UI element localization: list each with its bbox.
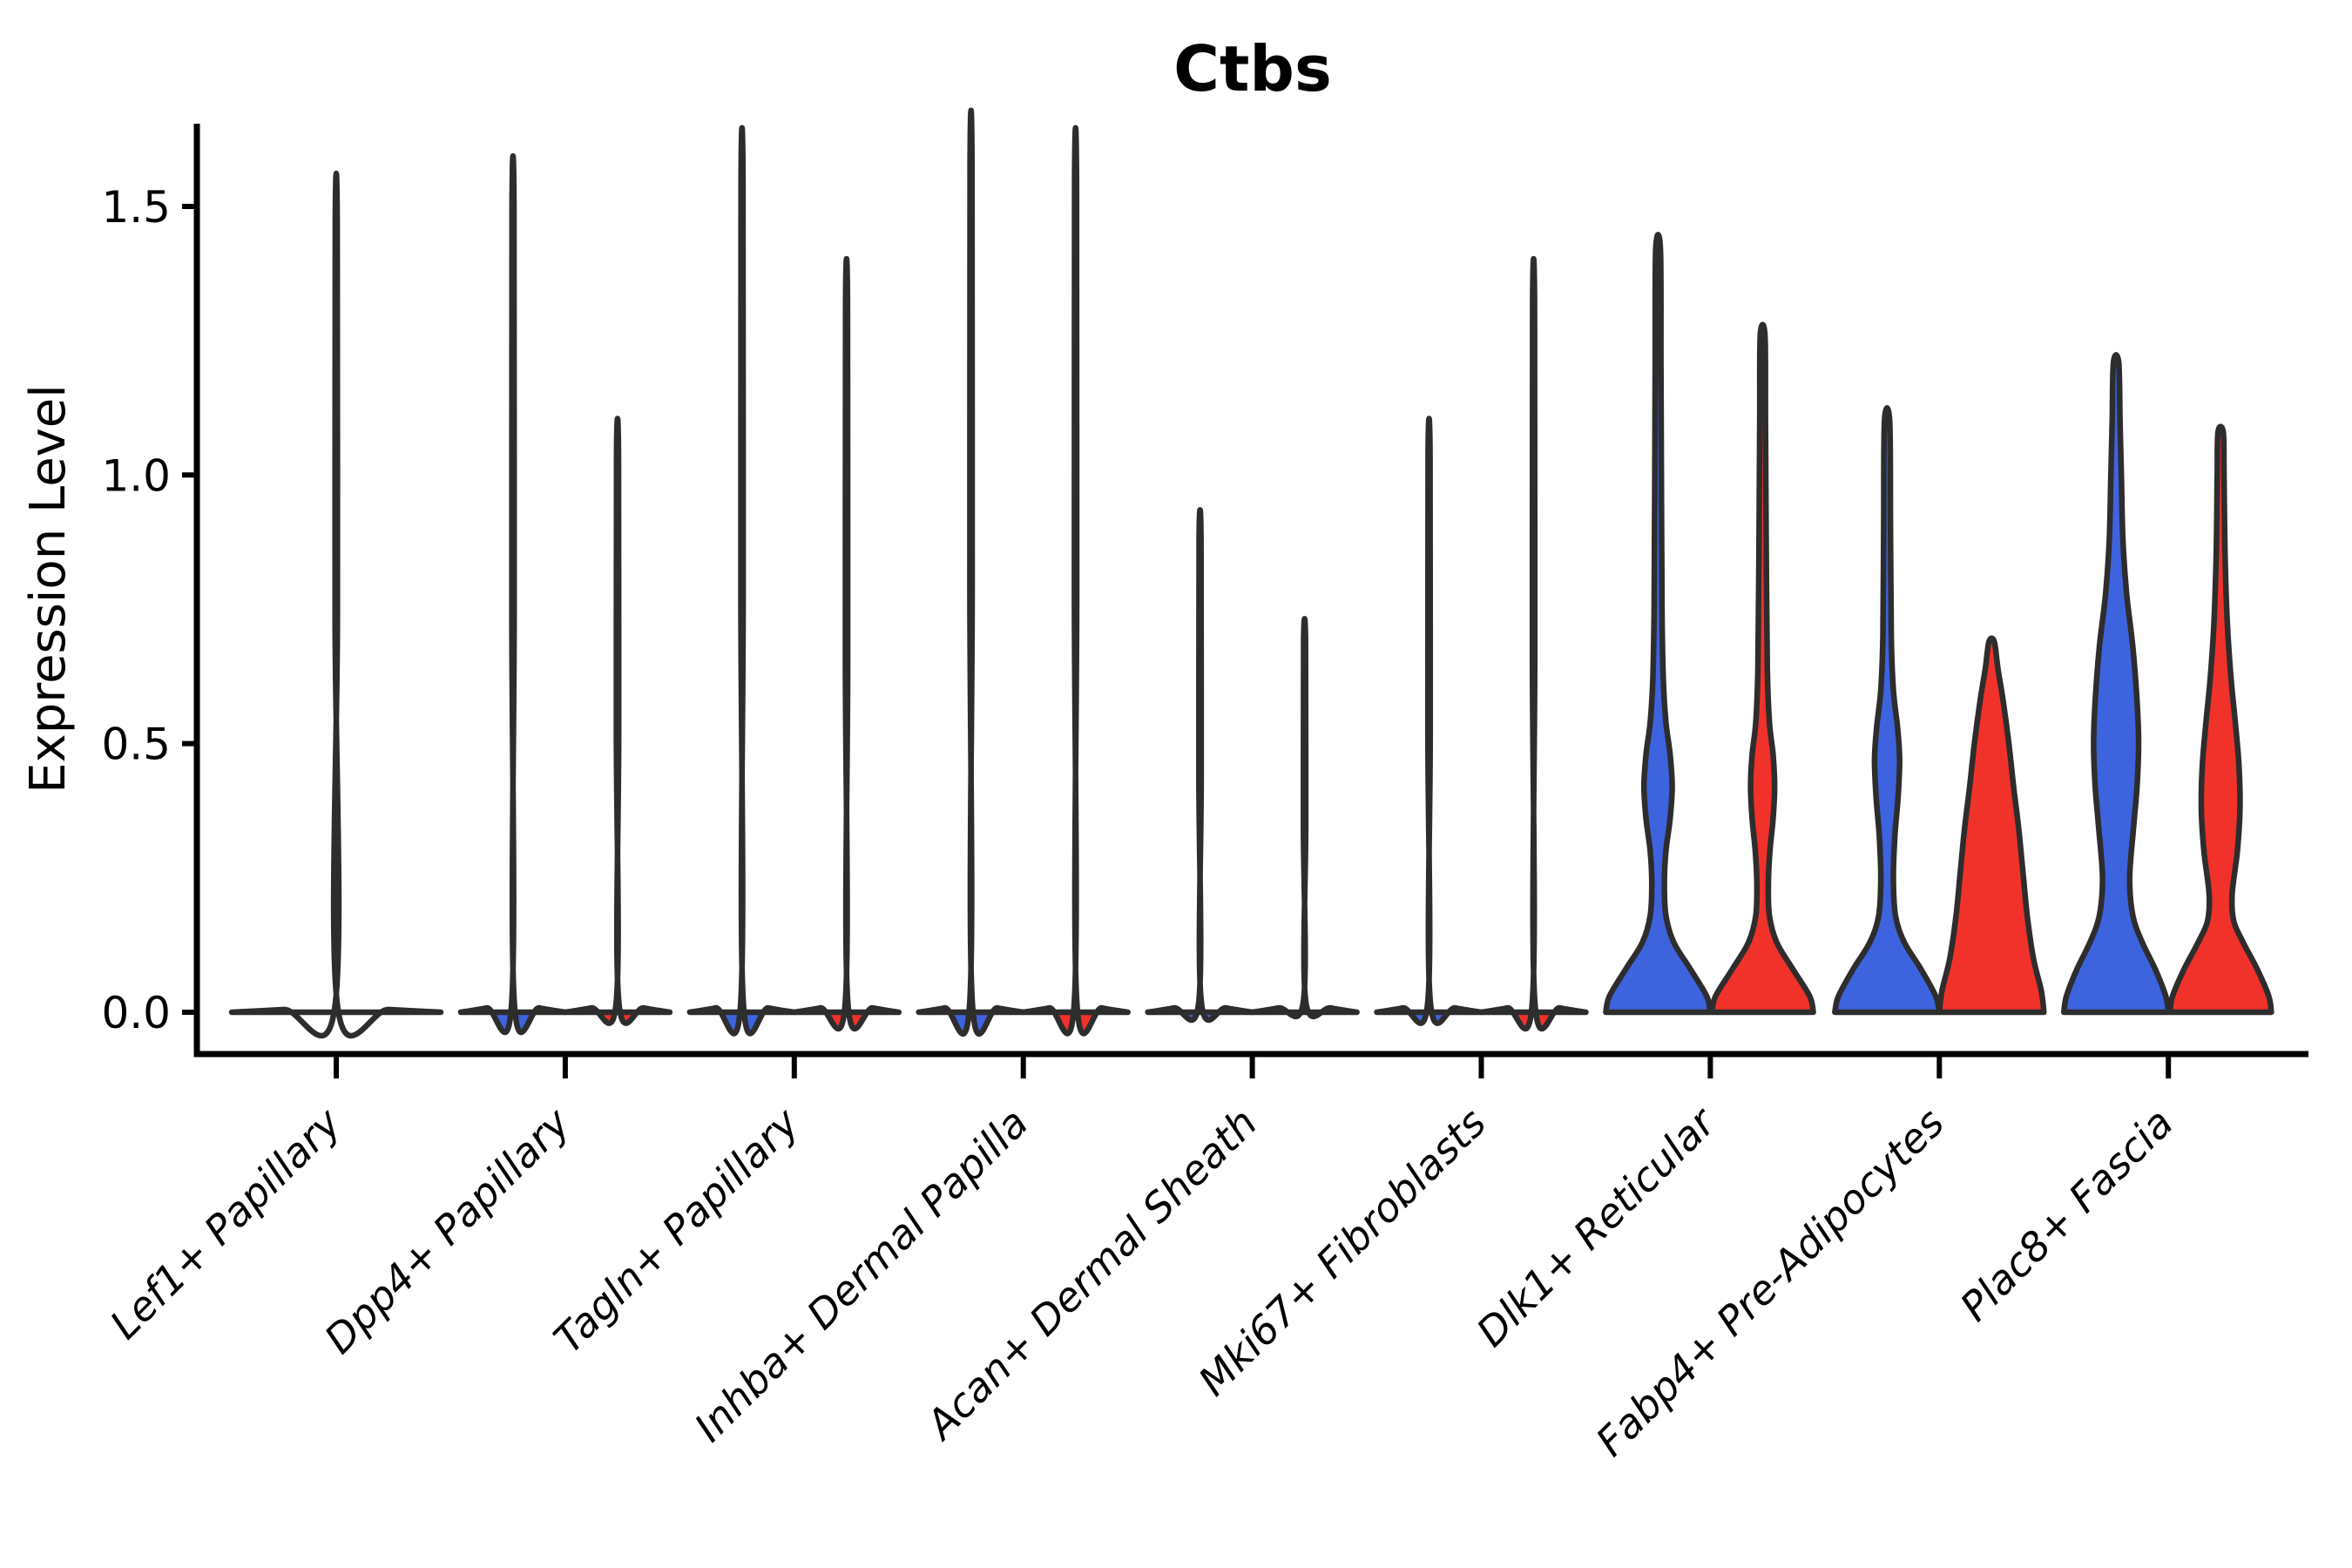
violin-dpp4-papillary-right bbox=[562, 416, 673, 1026]
y-axis-ticks bbox=[182, 203, 197, 1015]
y-tick-label: 0.0 bbox=[101, 988, 171, 1038]
violin-plac8-fascia-right bbox=[2166, 423, 2274, 1016]
violin-mki67-fibroblasts-left bbox=[1374, 416, 1484, 1026]
violin-acan-dermal-sheath-right bbox=[1249, 616, 1360, 1020]
y-tick-label: 1.0 bbox=[101, 450, 171, 501]
y-axis-tick-labels: 0.0 0.5 1.0 1.5 bbox=[101, 182, 171, 1038]
violin-dlk1-reticular-left bbox=[1603, 232, 1713, 1016]
violin-fabp4-pre-adipocytes-left bbox=[1832, 404, 1943, 1016]
violin-tagln-papillary-left bbox=[686, 125, 798, 1037]
x-tick-label: Lef1+ Papillary bbox=[101, 1098, 350, 1348]
violin-inhba-dermal-papilla-right bbox=[1020, 125, 1131, 1037]
violin-inhba-dermal-papilla-left bbox=[916, 107, 1026, 1037]
violin-mki67-fibroblasts-right bbox=[1478, 255, 1589, 1032]
y-tick-label: 1.5 bbox=[101, 182, 171, 233]
y-axis-label: Expression Level bbox=[20, 384, 77, 794]
x-axis-ticks bbox=[334, 1054, 2172, 1078]
violin-tagln-papillary-right bbox=[791, 255, 902, 1032]
violin-dlk1-reticular-right bbox=[1708, 321, 1816, 1016]
y-tick-label: 0.5 bbox=[101, 720, 171, 770]
x-tick-label: Plac8+ Fascia bbox=[1951, 1099, 2182, 1330]
violin-dpp4-papillary-left bbox=[457, 153, 569, 1036]
x-tick-label: Tagln+ Papillary bbox=[544, 1098, 808, 1362]
violins-layer bbox=[228, 107, 2274, 1039]
violin-plac8-fascia-left bbox=[2060, 352, 2172, 1016]
x-tick-label: Dpp4+ Papillary bbox=[315, 1098, 579, 1362]
violin-fabp4-pre-adipocytes-right bbox=[1936, 635, 2047, 1016]
violin-lef1-papillary-center bbox=[228, 171, 444, 1039]
chart-title: Ctbs bbox=[1173, 32, 1332, 105]
violin-acan-dermal-sheath-left bbox=[1145, 507, 1255, 1024]
x-tick-label: Dlk1+ Reticular bbox=[1468, 1097, 1727, 1355]
